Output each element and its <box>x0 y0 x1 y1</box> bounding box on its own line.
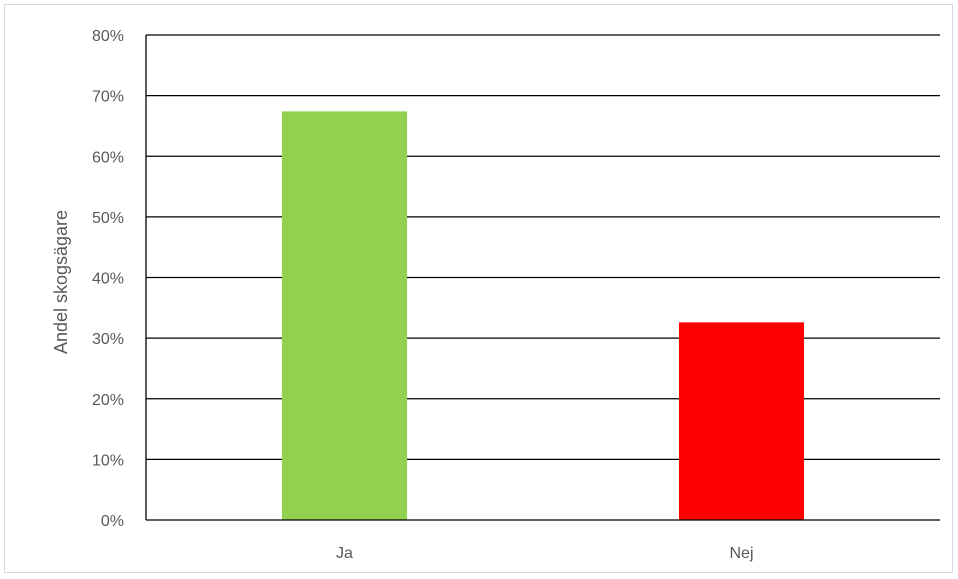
y-tick-label: 20% <box>92 392 124 409</box>
chart-area: 0% 10% 20% 30% 40% 50% 60% 70% 80% Ja Nej Andel s… <box>4 4 953 573</box>
y-tick-label: 50% <box>92 210 124 227</box>
gridlines <box>146 34 940 461</box>
y-tick-label: 0% <box>101 513 124 530</box>
bar-nej <box>678 322 805 520</box>
y-axis-label: Andel skogsägare <box>51 210 71 354</box>
x-tick-label: Nej <box>729 545 753 562</box>
x-tick-labels: Ja Nej <box>336 545 753 562</box>
y-tick-label: 30% <box>92 331 124 348</box>
y-tick-label: 60% <box>92 149 124 166</box>
bar-chart: 0% 10% 20% 30% 40% 50% 60% 70% 80% Ja Nej Andel s… <box>51 28 940 562</box>
y-tick-labels: 0% 10% 20% 30% 40% 50% 60% 70% 80% <box>92 28 124 530</box>
bars <box>281 111 805 520</box>
y-tick-label: 10% <box>92 452 124 469</box>
bar-ja <box>281 111 408 520</box>
y-tick-label: 70% <box>92 89 124 106</box>
y-tick-label: 80% <box>92 28 124 45</box>
y-tick-label: 40% <box>92 271 124 288</box>
x-tick-label: Ja <box>336 545 353 562</box>
axes <box>145 35 940 521</box>
